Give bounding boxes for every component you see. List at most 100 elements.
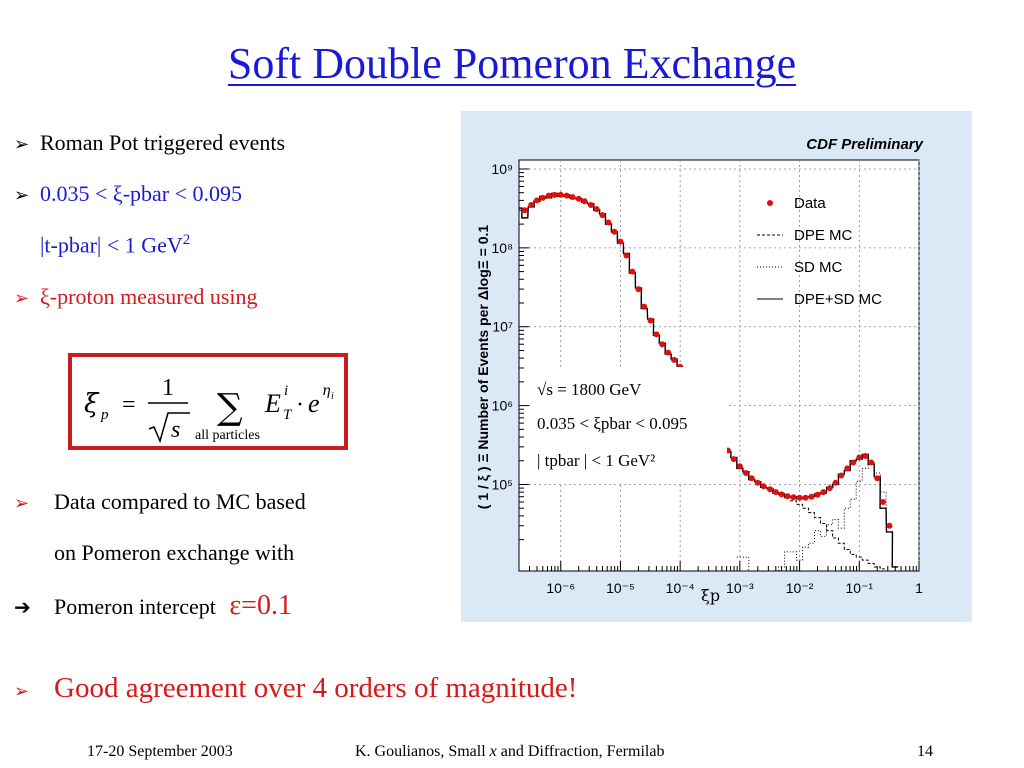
data-point <box>754 479 761 486</box>
data-point <box>850 459 857 466</box>
data-point <box>868 459 875 466</box>
formula-eta: η <box>322 383 331 399</box>
footer-center-x: x <box>489 743 497 760</box>
data-point <box>772 489 779 496</box>
data-point <box>521 207 528 214</box>
formula-E: E <box>264 389 281 418</box>
formula-E-sup: i <box>284 383 288 399</box>
data-point <box>659 341 666 348</box>
data-point <box>641 303 648 310</box>
chart-title: CDF Preliminary <box>806 136 923 153</box>
bullet-text: |t-pbar| < 1 GeV <box>40 232 183 258</box>
annotation-line1: √s = 1800 GeV <box>537 380 642 399</box>
arrowhead-bullet-icon: ➢ <box>14 288 30 309</box>
data-point <box>551 191 558 198</box>
data-point <box>832 479 839 486</box>
legend-sd: SD MC <box>794 259 843 276</box>
annotation-line2: 0.035 < ξpbar < 0.095 <box>537 414 687 433</box>
data-point <box>533 197 540 204</box>
data-point <box>767 486 774 493</box>
legend-dpe: DPE MC <box>794 227 853 244</box>
bullet-data-compared: ➢ Data compared to MC based <box>14 489 306 515</box>
formula-dot: · <box>296 392 304 418</box>
data-point <box>545 192 552 199</box>
y-tick-label: 10⁷ <box>492 319 513 335</box>
x-axis-label: ξp <box>701 586 720 605</box>
bullet-text: on Pomeron exchange with <box>54 540 295 565</box>
bullet-sup: 2 <box>182 232 191 248</box>
data-point <box>730 456 737 463</box>
formula-denominator: s <box>171 417 180 443</box>
y-tick-label: 10⁵ <box>492 476 513 492</box>
formula-e: e <box>308 389 320 418</box>
legend-total: DPE+SD MC <box>794 291 882 308</box>
footer-center-post: and Diffraction, Fermilab <box>496 743 665 760</box>
bullet-roman-pot: ➢ Roman Pot triggered events <box>14 130 285 156</box>
x-tick-label: 10⁻⁶ <box>546 580 575 596</box>
data-point <box>617 238 624 245</box>
epsilon-value: ε=0.1 <box>229 590 292 621</box>
data-point <box>736 463 743 470</box>
legend-data-marker <box>767 200 773 206</box>
plot-frame <box>518 159 920 572</box>
data-point <box>557 191 564 198</box>
data-point <box>874 475 881 482</box>
data-point <box>539 194 546 201</box>
data-point <box>593 206 600 213</box>
data-point <box>838 472 845 479</box>
legend-data: Data <box>794 195 826 212</box>
data-point <box>826 485 833 492</box>
y-tick-label: 10⁶ <box>492 398 513 414</box>
data-point <box>784 493 791 500</box>
footer-date: 17-20 September 2003 <box>87 743 233 760</box>
dpe-mc-histogram <box>767 488 887 570</box>
y-tick-label: 10⁸ <box>492 240 514 256</box>
bullet-t-pbar: |t-pbar| < 1 GeV2 <box>40 232 190 258</box>
bullet-text: Roman Pot triggered events <box>40 130 286 155</box>
bullet-text: Data compared to MC based <box>54 489 306 514</box>
y-axis-label: ( 1 / ξ ) Ξ Number of Events per ΔlogΞ =… <box>475 225 491 510</box>
bullet-pomeron-exchange: on Pomeron exchange with <box>54 540 294 566</box>
data-point <box>820 489 827 496</box>
data-point <box>814 491 821 498</box>
data-point <box>844 465 851 472</box>
data-point <box>605 219 612 226</box>
bullet-xi-pbar: ➢ 0.035 < ξ-pbar < 0.095 <box>14 181 242 207</box>
bullet-good-agreement: ➢ Good agreement over 4 orders of magnitu… <box>14 672 577 705</box>
annotation-box <box>530 367 727 483</box>
footer-center-pre: K. Goulianos, Small <box>355 743 490 760</box>
data-point <box>647 317 654 324</box>
formula-equals: = <box>122 392 136 418</box>
data-point <box>629 268 636 275</box>
data-point <box>635 286 642 293</box>
formula-sum-sub: all particles <box>195 428 260 443</box>
plot-panel: 10⁻⁶ 10⁻⁵ 10⁻⁴ 10⁻³ 10⁻² 10⁻¹ 1 10⁹ 10⁸ 10⁷ 10⁶ 10⁵… <box>461 111 972 622</box>
data-point <box>587 201 594 208</box>
formula-xi: ξ <box>84 389 100 419</box>
data-point <box>886 522 893 529</box>
data-point <box>575 195 582 202</box>
formula-eta-sub: i <box>331 391 334 402</box>
data-point <box>563 192 570 199</box>
bullet-text: Good agreement over 4 orders of magnitud… <box>54 672 578 704</box>
data-point <box>581 198 588 205</box>
formula-xi-sub: p <box>100 407 109 423</box>
data-point <box>760 483 767 490</box>
data-point <box>802 494 809 501</box>
sd-mc-histogram <box>736 461 893 572</box>
data-point <box>569 194 576 201</box>
data-point <box>599 212 606 219</box>
formula-numerator: 1 <box>162 375 174 401</box>
kinematics-annotation: √s = 1800 GeV 0.035 < ξpbar < 0.095 | tp… <box>530 367 727 483</box>
sqrt-icon <box>148 412 190 444</box>
x-tick-label: 10⁻⁴ <box>666 580 695 596</box>
arrowhead-bullet-icon: ➢ <box>14 681 30 702</box>
data-point <box>880 498 887 505</box>
data-point <box>665 349 672 356</box>
formula-sum: ∑ <box>217 387 243 428</box>
data-point <box>623 252 630 259</box>
data-point <box>796 494 803 501</box>
formula-E-sub: T <box>283 407 293 423</box>
x-tick-label: 10⁻⁵ <box>606 580 635 596</box>
data-series-group <box>521 191 893 529</box>
